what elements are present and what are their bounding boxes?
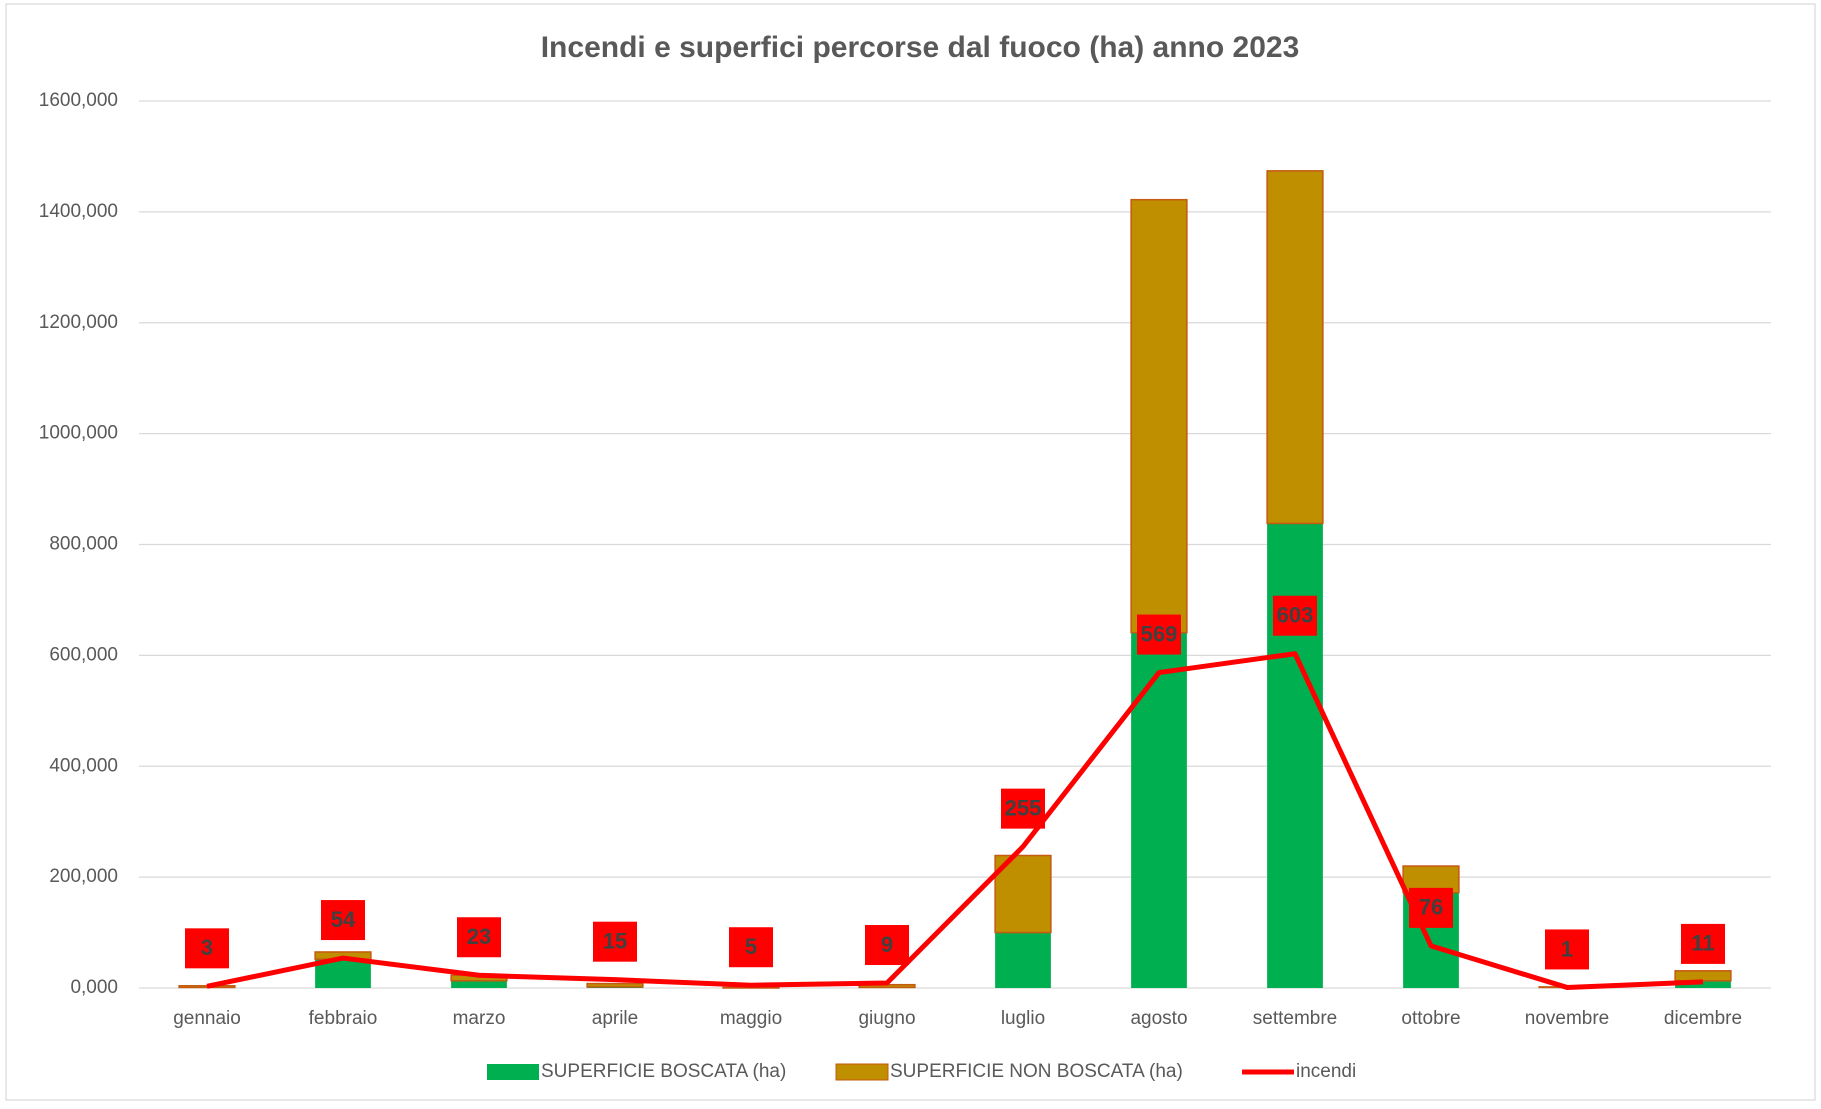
data-label-box <box>1545 929 1589 970</box>
data-label-box <box>593 921 637 962</box>
y-tick-label: 1600,000 <box>39 90 118 111</box>
legend-label: SUPERFICIE BOSCATA (ha) <box>541 1061 786 1082</box>
legend-swatch <box>487 1064 539 1080</box>
chart-frame <box>5 3 1816 1101</box>
y-tick-label: 200,000 <box>49 866 118 887</box>
x-tick-label: aprile <box>592 1008 638 1029</box>
y-tick-label: 0,000 <box>70 977 118 998</box>
data-label-box <box>1137 614 1181 655</box>
data-label: 76 <box>1419 895 1443 920</box>
bar <box>1131 632 1187 988</box>
bar <box>1130 198 1188 634</box>
bar <box>1267 523 1323 988</box>
bar <box>1674 970 1732 982</box>
x-tick-label: ottobre <box>1401 1008 1460 1029</box>
data-label-box <box>185 928 229 969</box>
x-tick-label: luglio <box>1001 1008 1045 1029</box>
data-label: 54 <box>331 907 356 932</box>
x-tick-label: agosto <box>1130 1008 1187 1029</box>
bar <box>995 932 1051 988</box>
y-tick-label: 1000,000 <box>39 423 118 444</box>
data-label: 569 <box>1141 621 1178 646</box>
data-label: 15 <box>603 928 627 953</box>
data-label-box <box>457 917 501 958</box>
data-label-box <box>1273 595 1317 636</box>
legend-label: SUPERFICIE NON BOSCATA (ha) <box>890 1061 1183 1082</box>
data-label: 23 <box>467 924 491 949</box>
x-tick-label: maggio <box>720 1008 782 1029</box>
data-label: 603 <box>1277 603 1314 628</box>
x-tick-label: giugno <box>858 1008 915 1029</box>
y-tick-label: 1400,000 <box>39 201 118 222</box>
x-tick-label: gennaio <box>173 1008 241 1029</box>
line <box>206 651 1704 990</box>
y-tick-label: 1200,000 <box>39 312 118 333</box>
data-label: 11 <box>1691 931 1714 956</box>
data-label-box <box>1409 887 1453 928</box>
x-tick-label: settembre <box>1253 1008 1337 1029</box>
data-label-box <box>865 925 909 966</box>
data-label: 9 <box>881 932 893 957</box>
x-tick-label: febbraio <box>309 1008 378 1029</box>
data-label-box <box>729 927 773 968</box>
chart-title: Incendi e superfici percorse dal fuoco (… <box>541 31 1300 64</box>
legend-swatch <box>835 1063 889 1081</box>
data-label: 5 <box>745 934 757 959</box>
bar <box>1266 170 1324 525</box>
x-tick-label: dicembre <box>1664 1008 1742 1029</box>
data-label: 1 <box>1561 936 1573 961</box>
x-tick-label: marzo <box>453 1008 506 1029</box>
data-label-box <box>1681 923 1725 964</box>
legend-label: incendi <box>1296 1061 1356 1082</box>
y-tick-label: 600,000 <box>49 644 118 665</box>
data-label: 255 <box>1005 795 1042 820</box>
bar <box>586 982 644 988</box>
data-label-box <box>321 900 365 941</box>
y-tick-label: 400,000 <box>49 755 118 776</box>
data-label: 3 <box>201 935 213 960</box>
x-tick-label: novembre <box>1525 1008 1610 1029</box>
data-label-box <box>1001 788 1045 829</box>
y-tick-label: 800,000 <box>49 534 118 555</box>
bar <box>451 980 507 988</box>
